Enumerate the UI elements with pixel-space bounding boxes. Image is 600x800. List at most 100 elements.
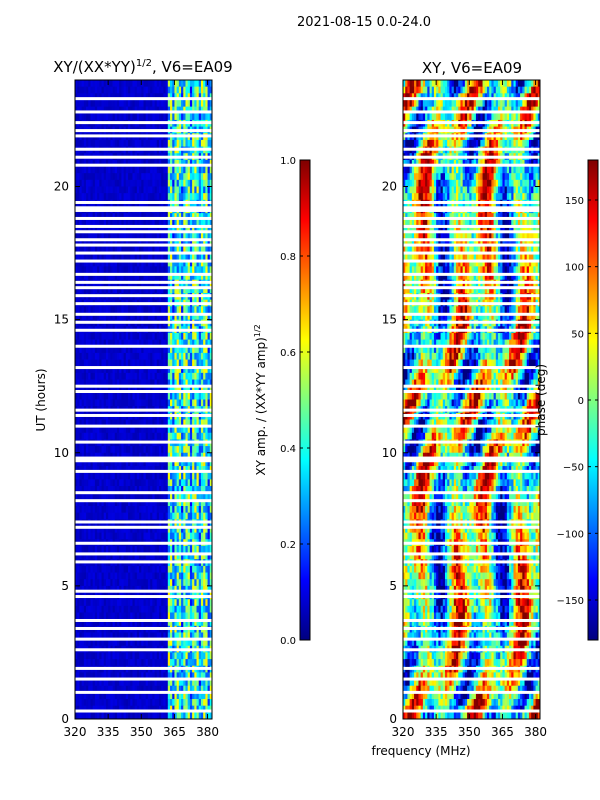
amplitude-cell (94, 312, 98, 321)
amplitude-cell (88, 173, 91, 181)
amplitude-cell (198, 226, 202, 234)
amplitude-cell (198, 312, 202, 321)
amplitude-cell (152, 286, 155, 294)
amplitude-cell (136, 286, 140, 294)
amplitude-cell (174, 139, 178, 147)
amplitude-cell (103, 253, 107, 261)
amplitude-cell (139, 139, 142, 147)
amplitude-cell (209, 106, 213, 114)
amplitude-cell (81, 99, 85, 108)
amplitude-cell (83, 139, 87, 147)
amplitude-cell (185, 86, 189, 94)
amplitude-cell (194, 179, 197, 187)
amplitude-cell (114, 173, 118, 181)
amplitude-cell (154, 139, 158, 147)
amplitude-cell (81, 159, 85, 167)
amplitude-cell (139, 253, 142, 261)
amplitude-cell (161, 259, 164, 267)
amplitude-cell (178, 159, 182, 167)
amplitude-cell (187, 139, 191, 147)
amplitude-cell (163, 139, 166, 147)
amplitude-cell (77, 139, 80, 147)
amplitude-cell (150, 139, 153, 147)
amplitude-cell (139, 173, 142, 181)
amplitude-cell (103, 266, 107, 274)
amplitude-cell (77, 246, 80, 254)
amplitude-cell (152, 106, 155, 114)
amplitude-cell (183, 306, 186, 314)
amplitude-cell (108, 80, 111, 88)
amplitude-cell (130, 259, 133, 267)
amplitude-cell (110, 113, 113, 121)
amplitude-cell (156, 93, 160, 101)
amplitude-cell (167, 233, 171, 241)
amplitude-cell (123, 233, 127, 241)
amplitude-cell (103, 80, 107, 88)
amplitude-cell (125, 173, 129, 181)
amplitude-cell (163, 166, 166, 174)
amplitude-cell (81, 186, 85, 194)
amplitude-cell (203, 246, 206, 254)
amplitude-cell (176, 159, 180, 167)
amplitude-cell (192, 246, 195, 254)
amplitude-cell (75, 233, 78, 241)
amplitude-cell (174, 273, 178, 281)
amplitude-cell (139, 259, 142, 267)
amplitude-cell (145, 306, 149, 314)
amplitude-cell (178, 179, 182, 187)
amplitude-cell (130, 273, 133, 281)
amplitude-cell (145, 159, 149, 167)
amplitude-cell (92, 253, 96, 261)
amplitude-cell (86, 266, 89, 274)
amplitude-cell (167, 213, 171, 221)
amplitude-cell (147, 286, 151, 294)
amplitude-cell (136, 233, 140, 241)
amplitude-cell (161, 306, 164, 314)
amplitude-cell (194, 233, 197, 241)
amplitude-cell (81, 239, 85, 247)
amplitude-cell (187, 80, 191, 88)
amplitude-cell (172, 80, 175, 88)
amplitude-cell (145, 86, 149, 94)
amplitude-cell (145, 233, 149, 241)
amplitude-cell (97, 80, 100, 88)
amplitude-cell (207, 226, 211, 234)
amplitude-cell (203, 159, 206, 167)
amplitude-cell (134, 266, 138, 274)
amplitude-cell (152, 213, 155, 221)
amplitude-cell (172, 219, 175, 227)
amplitude-cell (97, 166, 100, 174)
amplitude-cell (161, 80, 164, 88)
amplitude-cell (181, 246, 184, 254)
amplitude-cell (209, 86, 213, 94)
amplitude-cell (110, 273, 113, 281)
amplitude-cell (161, 273, 164, 281)
amplitude-cell (103, 106, 107, 114)
amplitude-cell (174, 266, 178, 274)
amplitude-cell (105, 173, 109, 181)
amplitude-cell (156, 239, 160, 247)
amplitude-cell (88, 246, 91, 254)
amplitude-cell (128, 266, 131, 274)
amplitude-cell (189, 166, 193, 174)
amplitude-cell (185, 286, 189, 294)
amplitude-cell (83, 226, 87, 234)
amplitude-cell (101, 246, 105, 254)
amplitude-cell (139, 312, 142, 321)
amplitude-cell (154, 273, 158, 281)
amplitude-cell (110, 186, 113, 194)
amplitude-cell (108, 253, 111, 261)
amplitude-cell (152, 226, 155, 234)
amplitude-cell (94, 113, 98, 121)
amplitude-cell (161, 193, 164, 201)
amplitude-cell (86, 159, 89, 167)
amplitude-cell (145, 213, 149, 221)
amplitude-cell (105, 186, 109, 194)
amplitude-cell (178, 139, 182, 147)
amplitude-cell (116, 226, 120, 234)
amplitude-cell (196, 233, 200, 241)
amplitude-cell (209, 213, 213, 221)
amplitude-cell (167, 259, 171, 267)
amplitude-cell (185, 113, 189, 121)
amplitude-cell (136, 86, 140, 94)
